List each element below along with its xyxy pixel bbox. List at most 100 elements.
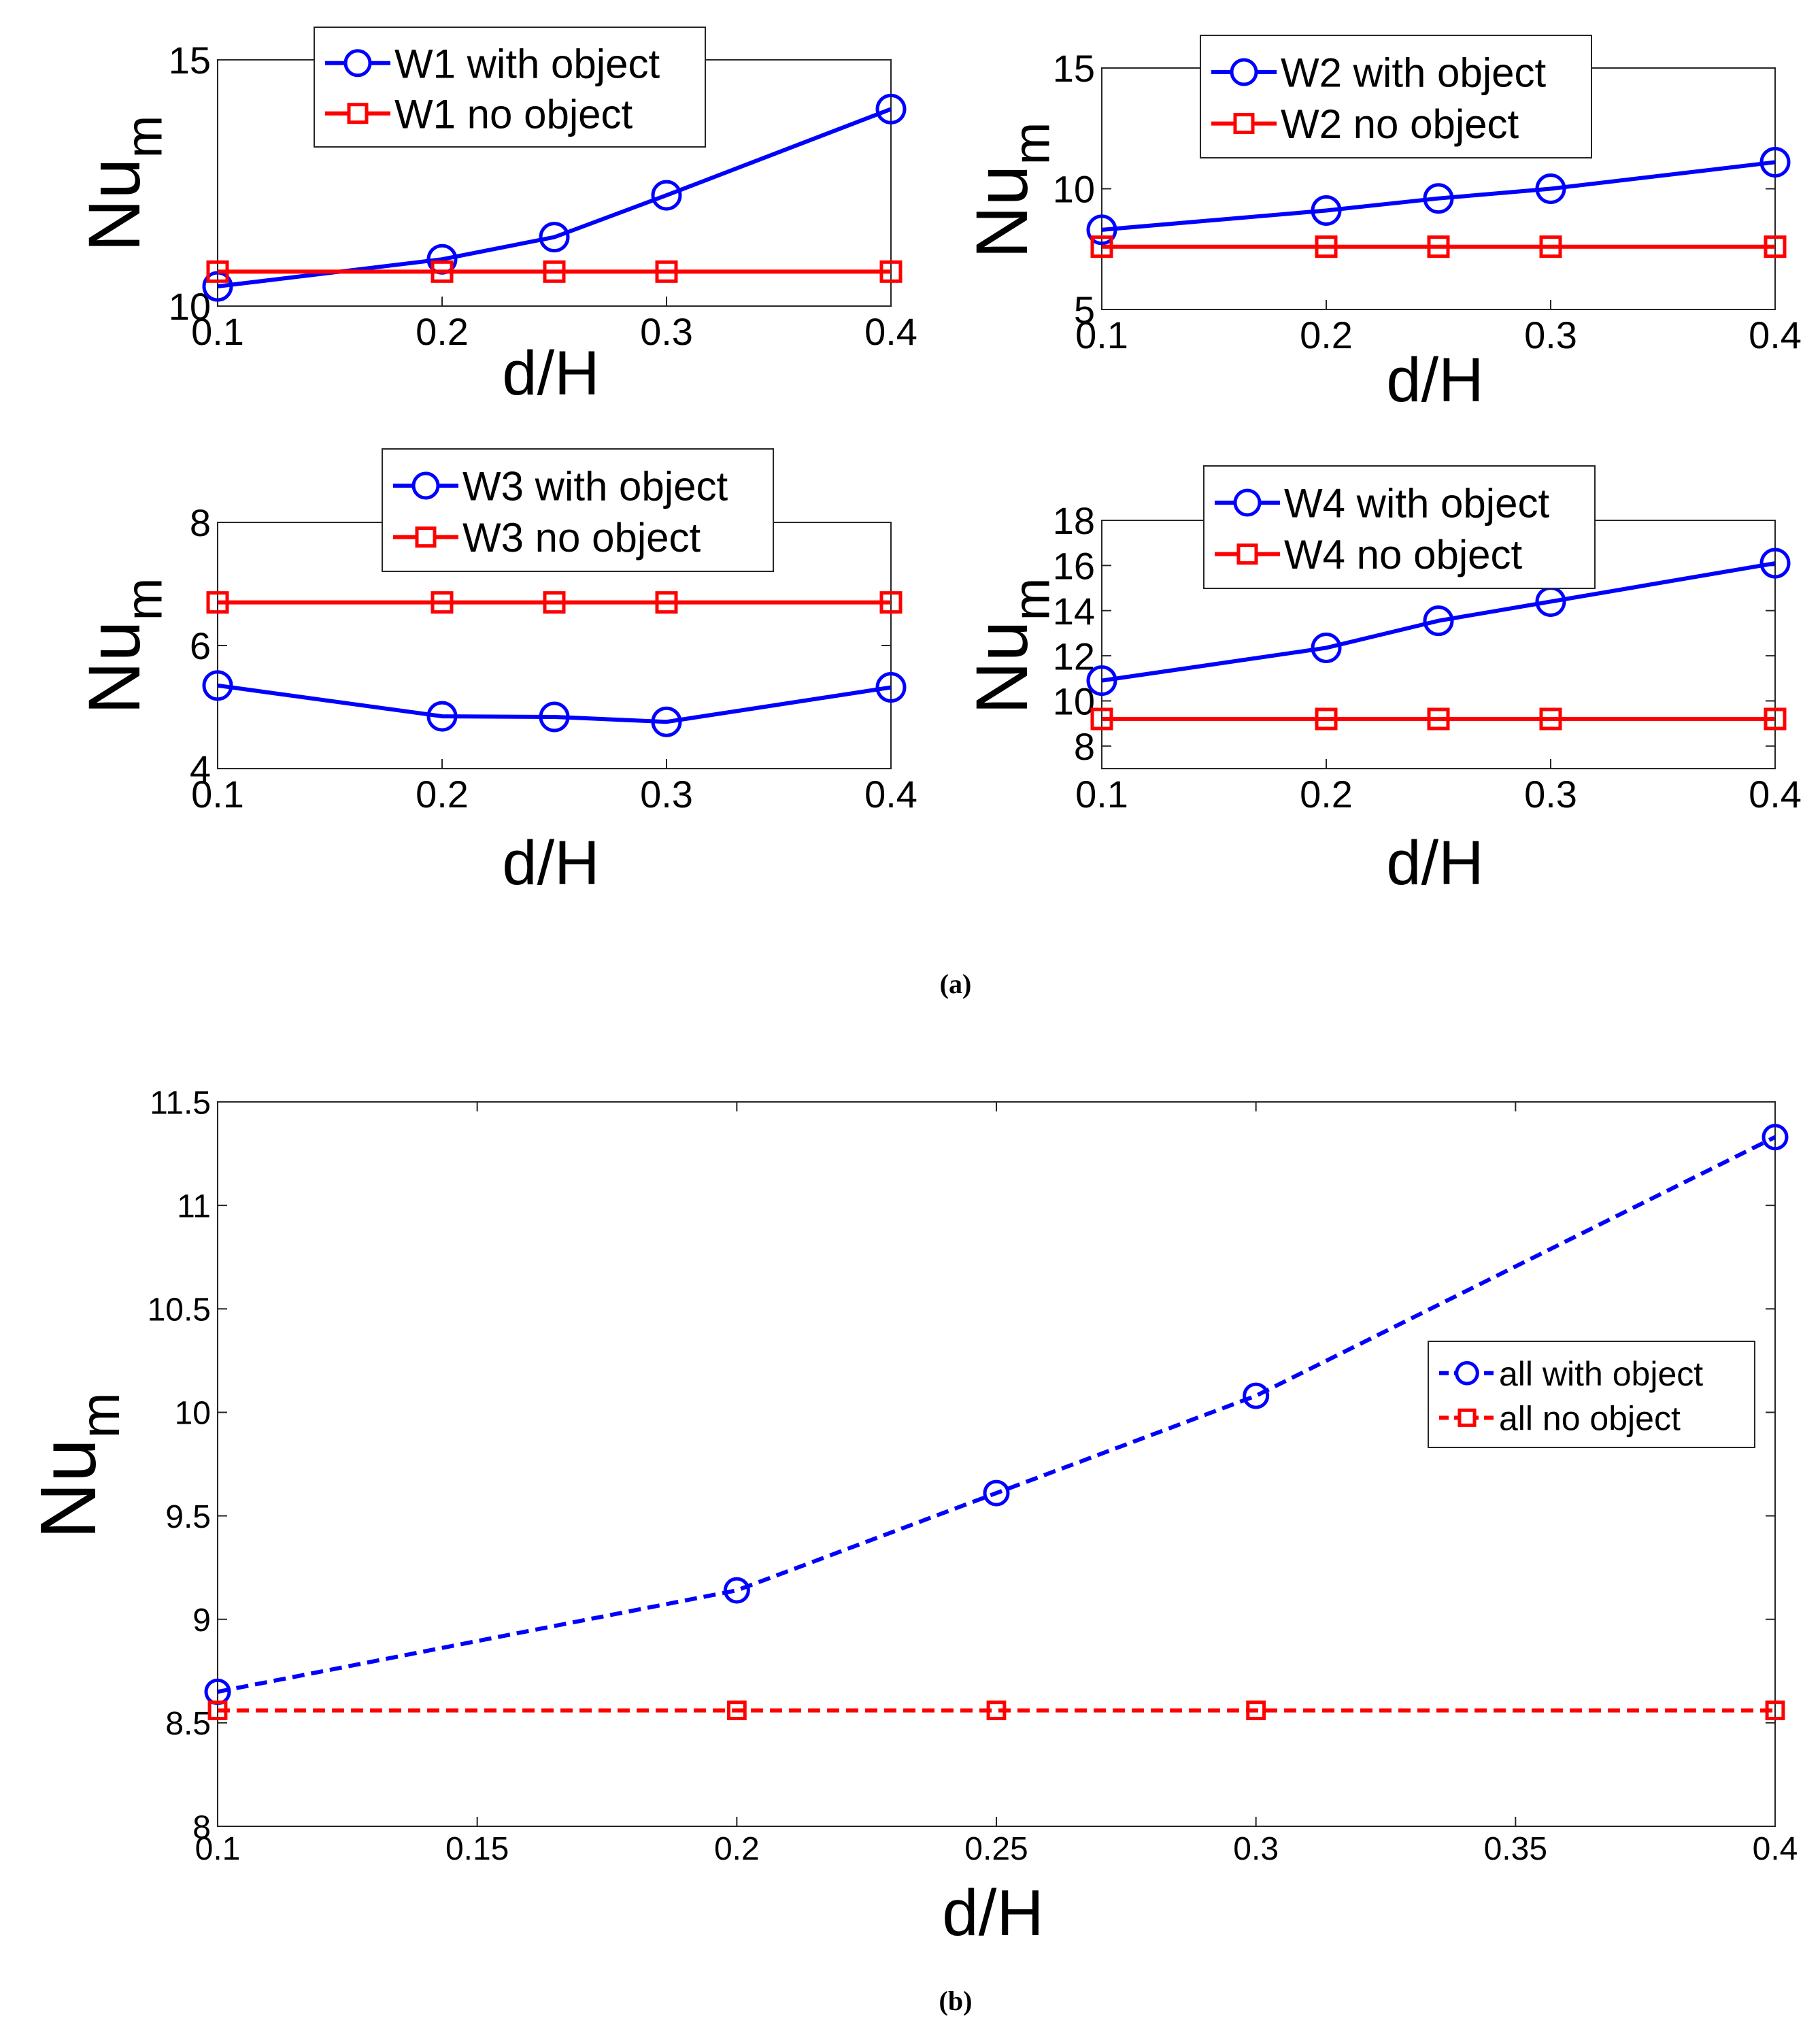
data-point-circle [426, 701, 458, 732]
legend-label: W2 with object [1281, 50, 1546, 96]
data-point-square [1764, 707, 1787, 731]
legend-box [382, 448, 774, 572]
legend-box [1200, 35, 1592, 158]
x-tick-label: 0.4 [1753, 1831, 1798, 1867]
data-point-square [206, 591, 229, 614]
data-point-square [206, 260, 229, 283]
y-tick-label: 8 [190, 501, 211, 544]
y-tick-label: 4 [190, 748, 211, 790]
data-point-square [1090, 235, 1113, 258]
y-tick-label: 10.5 [148, 1292, 211, 1328]
x-tick-label: 0.4 [1749, 773, 1802, 816]
legend: all with object all no object [1428, 1341, 1755, 1448]
x-tick-label: 0.2 [416, 773, 469, 816]
x-tick-label: 0.1 [195, 1831, 241, 1867]
data-point-circle [1243, 1382, 1270, 1409]
legend: W1 with object W1 no object [314, 27, 706, 148]
series-line-with-object [217, 1135, 1776, 1694]
y-tick-label: 6 [190, 624, 211, 667]
y-tick-label: 12 [1053, 635, 1095, 677]
y-tick-label: 10 [1053, 168, 1095, 211]
data-point-square [655, 260, 678, 283]
y-tick-label: 10 [175, 1396, 211, 1432]
y-axis-title-subscript: m [116, 115, 173, 158]
x-tick-label: 0.3 [640, 310, 693, 353]
y-axis-title-main: Nu [960, 165, 1043, 258]
y-tick-label: 8 [192, 1809, 211, 1845]
y-tick-label: 18 [1053, 499, 1095, 542]
data-point-square [655, 591, 678, 614]
data-point-square [1315, 235, 1338, 258]
legend: W3 with object W3 no object [382, 448, 774, 572]
y-axis-title-main: Nu [24, 1439, 112, 1539]
x-tick-label: 0.3 [1233, 1831, 1279, 1867]
y-tick-label: 11 [177, 1188, 211, 1224]
x-tick-label: 0.1 [1075, 314, 1128, 356]
legend-label: W2 no object [1281, 101, 1519, 147]
y-tick-label: 8 [1074, 725, 1095, 768]
data-point-square [431, 260, 454, 283]
caption-b: (b) [939, 1985, 973, 2016]
y-axis-title-main: Nu [960, 620, 1043, 714]
y-tick-label: 8.5 [165, 1706, 211, 1742]
legend-marker-square [347, 103, 369, 124]
legend-marker-square [1233, 113, 1255, 135]
legend-label: W1 no object [394, 91, 633, 137]
data-point-square [1765, 1700, 1785, 1720]
series-line-with-object [217, 107, 892, 289]
data-point-square [1090, 707, 1113, 731]
legend-marker-circle [1233, 488, 1262, 517]
y-axis-title-main: Nu [73, 620, 155, 714]
data-point-square [879, 260, 903, 283]
x-axis-title: d/H [1386, 828, 1483, 898]
legend-marker-circle [1230, 58, 1258, 86]
data-point-square [1764, 235, 1787, 258]
x-tick-label: 0.3 [1524, 314, 1577, 356]
legend-marker-circle [411, 471, 440, 500]
legend-label: W3 with object [462, 464, 728, 509]
y-tick-label: 15 [169, 39, 211, 82]
y-axis-title: Num [24, 1392, 131, 1539]
y-axis-title-subscript: m [70, 1392, 131, 1439]
data-point-circle [202, 670, 233, 701]
y-tick-label: 11.5 [150, 1085, 211, 1121]
y-axis-title-subscript: m [1003, 122, 1060, 165]
data-point-circle [1423, 605, 1454, 637]
x-tick-label: 0.2 [1300, 773, 1353, 816]
legend: W2 with object W2 no object [1200, 35, 1592, 158]
y-tick-label: 9 [192, 1603, 211, 1639]
x-axis-title: d/H [502, 828, 599, 898]
data-point-circle [1086, 214, 1117, 246]
data-point-circle [651, 706, 682, 737]
x-tick-label: 0.1 [1075, 773, 1128, 816]
y-axis-title-main: Nu [73, 158, 155, 252]
data-point-circle [875, 672, 907, 703]
legend-label: W3 no object [462, 515, 701, 560]
legend-label: W1 with object [394, 41, 660, 86]
data-point-square [431, 591, 454, 614]
x-axis-title: d/H [942, 1877, 1043, 1949]
x-tick-label: 0.4 [864, 310, 917, 353]
data-point-square [207, 1700, 228, 1720]
data-point-circle [1759, 146, 1791, 178]
x-tick-label: 0.2 [1300, 314, 1353, 356]
data-point-square [726, 1700, 747, 1720]
data-point-circle [539, 222, 570, 253]
data-point-circle [983, 1479, 1010, 1507]
data-point-square [986, 1700, 1007, 1720]
x-tick-label: 0.1 [191, 310, 244, 353]
data-point-square [1427, 235, 1450, 258]
data-point-square [543, 260, 566, 283]
data-point-square [879, 591, 903, 614]
data-point-circle [1759, 548, 1791, 579]
legend-marker-square [1457, 1408, 1477, 1427]
data-point-circle [651, 180, 682, 211]
x-tick-label: 0.15 [445, 1831, 509, 1867]
data-point-square [1246, 1700, 1266, 1720]
data-point-square [1539, 707, 1562, 731]
data-point-square [1315, 707, 1338, 731]
x-tick-label: 0.3 [640, 773, 693, 816]
data-point-circle [875, 93, 907, 124]
